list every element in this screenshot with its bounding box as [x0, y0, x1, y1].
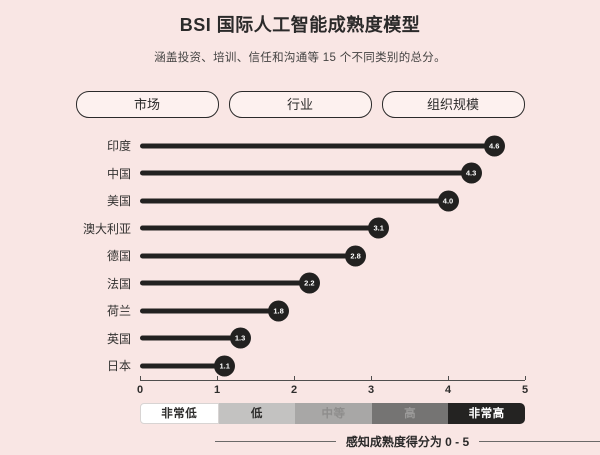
- value-stem: [140, 143, 495, 149]
- axis-tick: [525, 375, 526, 380]
- value-stem: [140, 335, 241, 341]
- value-dot: 4.6: [483, 135, 505, 157]
- chart-row: 荷兰 1.8: [75, 297, 525, 325]
- axis-tick-label: 3: [367, 383, 375, 396]
- axis-tick-label: 5: [521, 383, 529, 396]
- row-track: 4.6: [140, 132, 525, 160]
- chart-row: 中国 4.3: [75, 160, 525, 188]
- legend-segment: 非常高: [448, 402, 525, 424]
- caption-rule-right: [479, 440, 600, 442]
- row-track: 2.8: [140, 242, 525, 270]
- value-dot: 1.8: [268, 300, 290, 322]
- country-label: 印度: [106, 139, 131, 154]
- legend-segment: 中等: [295, 402, 372, 424]
- axis-tick: [294, 375, 295, 380]
- country-label: 英国: [106, 331, 131, 346]
- value-dot: 3.1: [368, 217, 390, 239]
- x-axis-line: [140, 379, 525, 381]
- axis-tick-label: 0: [136, 383, 144, 396]
- caption-rule-left: [215, 440, 336, 442]
- value-dot: 2.2: [298, 272, 320, 294]
- page-subtitle: 涵盖投资、培训、信任和沟通等 15 个不同类别的总分。: [154, 52, 446, 64]
- axis-tick-label: 2: [290, 383, 298, 396]
- row-track: 4.0: [140, 187, 525, 215]
- axis-tick: [140, 375, 141, 380]
- tab-market[interactable]: 市场: [75, 91, 219, 118]
- tab-org-size[interactable]: 组织规模: [381, 91, 525, 118]
- value-stem: [140, 225, 379, 231]
- chart-row: 印度 4.6: [75, 132, 525, 160]
- chart-row: 德国 2.8: [75, 242, 525, 270]
- axis-caption: 感知成熟度得分为 0 - 5: [345, 434, 470, 449]
- value-stem: [140, 308, 279, 314]
- axis-tick: [371, 375, 372, 380]
- chart-row: 法国 2.2: [75, 270, 525, 298]
- chart-row: 英国 1.3: [75, 325, 525, 353]
- country-label: 中国: [106, 166, 131, 181]
- row-track: 2.2: [140, 270, 525, 298]
- chart-row: 美国 4.0: [75, 187, 525, 215]
- value-dot: 4.0: [437, 190, 459, 212]
- value-stem: [140, 363, 225, 369]
- row-track: 1.1: [140, 352, 525, 380]
- maturity-legend: 非常低低中等高非常高: [140, 402, 525, 424]
- axis-tick: [217, 375, 218, 380]
- chart-row: 澳大利亚 3.1: [75, 215, 525, 243]
- country-label: 澳大利亚: [82, 221, 131, 236]
- value-dot: 1.3: [229, 327, 251, 349]
- country-label: 美国: [106, 194, 131, 209]
- legend-segment: 低: [218, 402, 296, 424]
- value-stem: [140, 198, 448, 204]
- value-dot: 4.3: [460, 162, 482, 184]
- value-stem: [140, 253, 356, 259]
- x-axis: 0 1 2 3 4 5: [136, 375, 529, 399]
- row-track: 3.1: [140, 215, 525, 243]
- tab-industry[interactable]: 行业: [228, 91, 372, 118]
- legend-segment: 非常低: [140, 402, 219, 424]
- value-dot: 1.1: [214, 355, 236, 377]
- chart-row: 日本 1.1: [75, 352, 525, 380]
- chart-rows: 印度 4.6 中国 4.3 美国 4.0 澳大利亚 3.1 德国 2.8 法国 2.2 荷兰 1.8 英国 1…: [75, 132, 525, 380]
- axis-tick-label: 4: [444, 383, 452, 396]
- tab-bar: 市场 行业 组织规模: [0, 91, 600, 118]
- axis-tick: [448, 375, 449, 380]
- legend-segment: 高: [371, 402, 449, 424]
- page-title: BSI 国际人工智能成熟度模型: [179, 15, 421, 35]
- lollipop-chart: 印度 4.6 中国 4.3 美国 4.0 澳大利亚 3.1 德国 2.8 法国 2.2 荷兰 1.8 英国 1…: [75, 132, 600, 450]
- axis-caption-row: 感知成熟度得分为 0 - 5: [215, 433, 600, 450]
- country-label: 法国: [106, 276, 131, 291]
- country-label: 德国: [106, 249, 131, 264]
- row-track: 1.3: [140, 325, 525, 353]
- country-label: 荷兰: [106, 304, 131, 319]
- value-stem: [140, 280, 310, 286]
- axis-tick-label: 1: [213, 383, 221, 396]
- country-label: 日本: [106, 359, 131, 374]
- value-dot: 2.8: [345, 245, 367, 267]
- row-track: 1.8: [140, 297, 525, 325]
- row-track: 4.3: [140, 160, 525, 188]
- value-stem: [140, 170, 472, 176]
